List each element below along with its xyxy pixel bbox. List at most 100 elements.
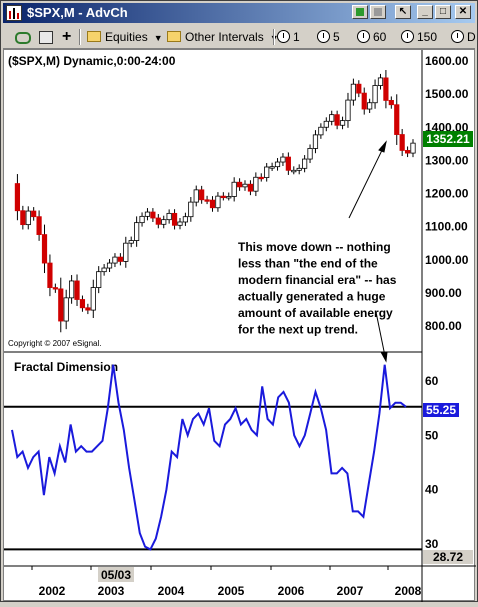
candle-down (85, 307, 91, 311)
candle-up (123, 242, 129, 262)
price-axis-label: 1500.00 (425, 87, 469, 101)
indicator-low-badge: 28.72 (423, 550, 473, 564)
interval-button-1[interactable]: 1 (277, 28, 300, 46)
price-axis-label: 800.00 (425, 319, 462, 333)
candle-down (356, 83, 362, 94)
candle-down (41, 234, 48, 264)
candle-down (47, 262, 53, 288)
indicator-reference-lines (4, 405, 422, 551)
candle-up (166, 212, 172, 221)
chart-area[interactable]: ($SPX,M) Dynamic,0:00-24:00 Copyright © … (3, 49, 476, 602)
candle-down (150, 211, 156, 219)
arrowhead-icon (380, 351, 388, 363)
indicator-low-label: 28.72 (433, 550, 463, 564)
indicator-axis: 60 50 40 30 (425, 374, 439, 551)
annotation-line: modern financial era" -- has (238, 273, 397, 287)
candle-down (247, 183, 254, 192)
candle-up (350, 83, 356, 101)
candle-down (36, 216, 42, 235)
candle-up (296, 167, 302, 171)
time-axis-label: 2005 (218, 584, 245, 598)
chart-app-icon (6, 5, 22, 21)
link-green-icon[interactable] (352, 5, 368, 19)
price-axis-label: 1100.00 (425, 220, 468, 234)
candle-up (345, 99, 351, 122)
annotation-line: less than "the end of the (238, 257, 378, 271)
candle-down (155, 217, 161, 225)
candle-up (312, 134, 319, 149)
candle-up (253, 176, 259, 192)
time-axis-label: 2006 (278, 584, 305, 598)
candle-down (204, 199, 210, 202)
maximize-button[interactable]: □ (435, 5, 451, 19)
annotation-line: actually generated a huge (238, 290, 386, 304)
cursor-icon[interactable]: ↖ (395, 5, 411, 19)
indicator-value-box (423, 403, 459, 417)
annotation-line: for the next up trend. (238, 323, 358, 337)
candle-up (242, 183, 248, 188)
title-bar[interactable]: $SPX,M - AdvCh ↖ _ □ ✕ (3, 3, 475, 23)
minimize-button[interactable]: _ (417, 5, 433, 19)
interval-button-60[interactable]: 60 (357, 28, 386, 46)
candle-down (14, 183, 21, 212)
candle-up (161, 219, 167, 225)
candle-down (220, 195, 226, 199)
indicator-axis-label: 50 (425, 428, 439, 442)
interval-label: 1 (293, 30, 300, 44)
candle-up (372, 85, 378, 104)
candle-down (394, 104, 400, 135)
candle-down (171, 212, 178, 226)
candle-down (199, 189, 205, 201)
time-axis: 2002 2003 2004 2005 2006 2007 2008 (31, 566, 422, 598)
candle-down (20, 210, 26, 226)
annotation-line: This move down -- nothing (238, 240, 391, 254)
indicator-axis-label: 40 (425, 483, 439, 497)
interval-button-5[interactable]: 5 (317, 28, 340, 46)
folder-icon (167, 31, 181, 43)
candle-up (377, 77, 384, 86)
link-chain-icon[interactable] (15, 28, 35, 46)
candle-up (318, 126, 324, 136)
candle-up (177, 221, 183, 226)
interval-label: 5 (333, 30, 340, 44)
price-axis-label: 1400.00 (425, 120, 469, 134)
candle-up (264, 166, 270, 178)
candle-up (226, 196, 232, 199)
candle-down (285, 156, 291, 171)
candle-up (193, 189, 199, 203)
indicator-axis-label: 60 (425, 374, 439, 388)
candle-up (329, 114, 335, 122)
window-title: $SPX,M - AdvCh (27, 5, 128, 20)
close-button[interactable]: ✕ (455, 5, 471, 19)
candle-down (334, 114, 340, 126)
candle-up (106, 262, 113, 269)
link-gray-icon[interactable] (370, 5, 386, 19)
time-axis-label: 2004 (158, 584, 185, 598)
candle-down (383, 77, 389, 101)
arrowhead-icon (378, 140, 387, 153)
annotation-text: This move down -- nothing less than "the … (238, 240, 397, 337)
candle-up (69, 280, 75, 299)
chart-canvas[interactable]: ($SPX,M) Dynamic,0:00-24:00 Copyright © … (4, 50, 476, 602)
other-intervals-button[interactable]: Other Intervals ▼ (167, 28, 279, 46)
clock-icon (451, 30, 464, 44)
candle-up (134, 222, 140, 241)
interval-label: 60 (373, 30, 387, 44)
properties-icon[interactable] (39, 28, 57, 46)
time-axis-label: 2003 (98, 584, 125, 598)
interval-button-150[interactable]: 150 (401, 28, 437, 46)
candle-up (269, 166, 275, 169)
annotation-arrows (348, 140, 388, 363)
price-axis-label: 1300.00 (425, 153, 469, 167)
candle-down (74, 280, 80, 300)
folder-icon (87, 31, 101, 43)
candle-down (117, 256, 123, 262)
equities-button[interactable]: Equities ▼ (87, 28, 163, 46)
add-icon[interactable]: + (62, 28, 72, 45)
interval-button-d[interactable]: D (451, 28, 476, 46)
chart-header: ($SPX,M) Dynamic,0:00-24:00 (8, 54, 176, 68)
annotation-line: amount of available energy (238, 306, 393, 320)
candle-down (404, 150, 411, 154)
price-axis-label: 1000.00 (425, 253, 469, 267)
